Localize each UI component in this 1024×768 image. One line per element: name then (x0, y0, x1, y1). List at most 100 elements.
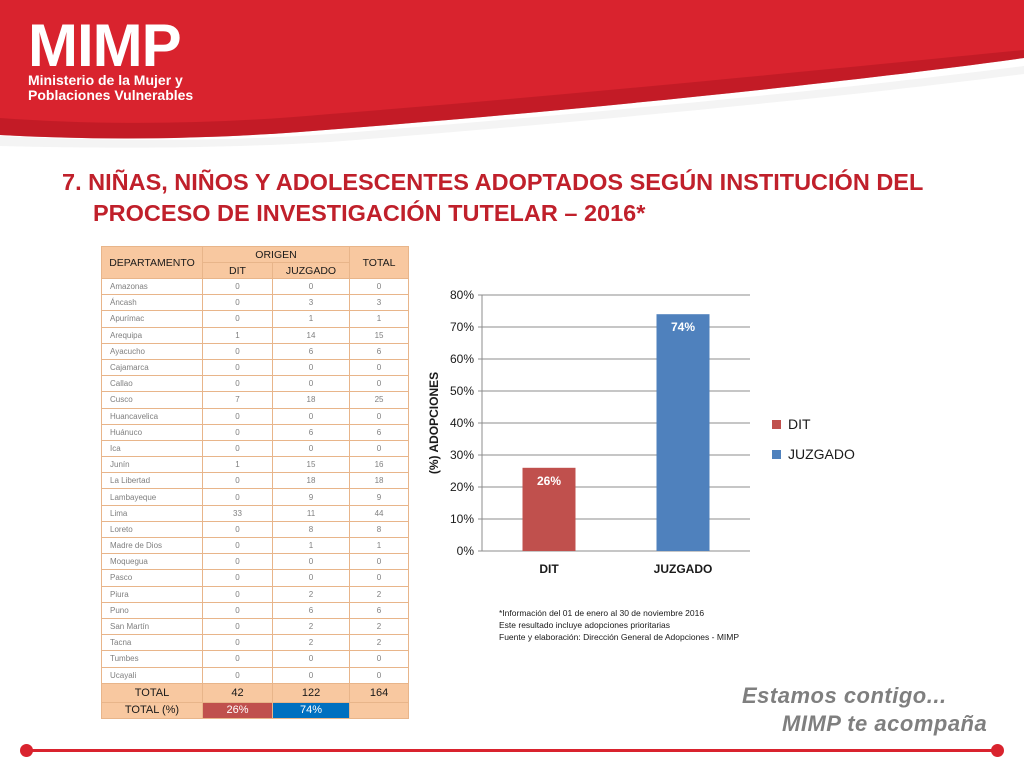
pct-total (349, 701, 410, 719)
data-label: 26% (537, 474, 561, 488)
cell-dit: 0 (202, 488, 273, 506)
table-row: Madre de Dios 0 1 1 (101, 536, 410, 555)
page-title-line2: PROCESO DE INVESTIGACIÓN TUTELAR – 2016* (93, 200, 646, 226)
cell-departamento: Callao (101, 375, 203, 393)
cell-dit: 33 (202, 504, 273, 522)
cell-juzgado: 6 (271, 601, 351, 619)
cell-juzgado: 2 (271, 634, 351, 652)
cell-juzgado: 0 (271, 277, 351, 296)
cell-departamento: Lambayeque (101, 488, 203, 506)
slogan-line1: Estamos contigo... (742, 683, 947, 708)
cell-juzgado: 0 (271, 358, 351, 377)
cell-juzgado: 2 (271, 617, 351, 636)
x-category-label: JUZGADO (654, 562, 713, 576)
cell-dit: 0 (202, 294, 273, 312)
cell-departamento: Huancavelica (101, 407, 203, 425)
cell-dit: 0 (202, 358, 273, 377)
page-title-line1: 7. NIÑAS, NIÑOS Y ADOLESCENTES ADOPTADOS… (62, 169, 924, 195)
total-label: TOTAL (101, 682, 203, 703)
y-tick-label: 60% (450, 352, 474, 366)
cell-total: 2 (349, 585, 410, 603)
cell-juzgado: 6 (271, 423, 351, 441)
cell-departamento: Áncash (101, 294, 203, 312)
cell-total: 0 (349, 358, 410, 377)
header-juzgado: JUZGADO (271, 262, 351, 279)
cell-juzgado: 14 (271, 326, 351, 344)
cell-departamento: Arequipa (101, 326, 203, 344)
cell-departamento: Junín (101, 456, 203, 474)
cell-departamento: Ucayali (101, 666, 203, 684)
cell-total: 6 (349, 342, 410, 360)
table-row: Puno 0 6 6 (101, 601, 410, 619)
cell-juzgado: 1 (271, 310, 351, 328)
cell-departamento: La Libertad (101, 472, 203, 490)
table-row: Arequipa 1 14 15 (101, 326, 410, 344)
cell-departamento: Piura (101, 585, 203, 603)
cell-total: 6 (349, 601, 410, 619)
header-total: TOTAL (349, 246, 410, 279)
cell-juzgado: 9 (271, 488, 351, 506)
y-tick-label: 20% (450, 480, 474, 494)
total-total: 164 (349, 682, 410, 703)
table-row: Callao 0 0 0 (101, 375, 410, 393)
source-notes: *Información del 01 de enero al 30 de no… (499, 607, 819, 643)
table-row: Cusco 7 18 25 (101, 391, 410, 409)
footer-bar (26, 749, 998, 752)
cell-departamento: Madre de Dios (101, 536, 203, 555)
cell-total: 0 (349, 650, 410, 668)
footer-dot-right (991, 744, 1004, 757)
cell-departamento: Pasco (101, 569, 203, 587)
y-axis-title: (%) ADOPCIONES (427, 372, 441, 474)
cell-juzgado: 3 (271, 294, 351, 312)
table-row: Ica 0 0 0 (101, 439, 410, 458)
cell-departamento: Cusco (101, 391, 203, 409)
cell-juzgado: 0 (271, 553, 351, 571)
cell-dit: 1 (202, 456, 273, 474)
y-tick-label: 70% (450, 320, 474, 334)
legend-label-juzgado: JUZGADO (788, 446, 855, 462)
adoptions-table: DEPARTAMENTO ORIGEN TOTAL DIT JUZGADO Am… (101, 246, 410, 719)
table-row: Loreto 0 8 8 (101, 520, 410, 539)
cell-total: 8 (349, 520, 410, 539)
legend-swatch-juzgado (772, 449, 781, 459)
table-row: Lambayeque 0 9 9 (101, 488, 410, 506)
cell-total: 0 (349, 407, 410, 425)
page-title: 7. NIÑAS, NIÑOS Y ADOLESCENTES ADOPTADOS… (62, 167, 962, 229)
cell-total: 1 (349, 310, 410, 328)
cell-dit: 0 (202, 553, 273, 571)
footer-divider (20, 744, 1004, 758)
cell-departamento: Amazonas (101, 277, 203, 296)
cell-total: 0 (349, 277, 410, 296)
cell-total: 0 (349, 666, 410, 684)
cell-total: 2 (349, 634, 410, 652)
cell-total: 25 (349, 391, 410, 409)
y-tick-label: 30% (450, 448, 474, 462)
pct-dit: 26% (202, 701, 273, 719)
cell-departamento: Huánuco (101, 423, 203, 441)
table-row: Áncash 0 3 3 (101, 294, 410, 312)
cell-total: 9 (349, 488, 410, 506)
cell-dit: 0 (202, 310, 273, 328)
table-row: Tacna 0 2 2 (101, 634, 410, 652)
banner-background (0, 0, 1024, 148)
cell-departamento: San Martín (101, 617, 203, 636)
cell-departamento: Apurímac (101, 310, 203, 328)
table-row: Piura 0 2 2 (101, 585, 410, 603)
footer-dot-left (20, 744, 33, 757)
table-row: Junín 1 15 16 (101, 456, 410, 474)
table-subheader-row: DIT JUZGADO (102, 262, 409, 279)
cell-dit: 7 (202, 391, 273, 409)
cell-dit: 0 (202, 666, 273, 684)
bar-dit (522, 467, 576, 551)
cell-juzgado: 2 (271, 585, 351, 603)
cell-juzgado: 1 (271, 536, 351, 555)
chart-legend: DIT JUZGADO (772, 409, 892, 469)
table-row: Amazonas 0 0 0 (101, 277, 410, 296)
table-row: Cajamarca 0 0 0 (101, 358, 410, 377)
cell-juzgado: 18 (271, 391, 351, 409)
cell-dit: 0 (202, 601, 273, 619)
cell-total: 2 (349, 617, 410, 636)
table-row: San Martín 0 2 2 (101, 617, 410, 636)
cell-dit: 0 (202, 423, 273, 441)
data-label: 74% (671, 320, 695, 334)
